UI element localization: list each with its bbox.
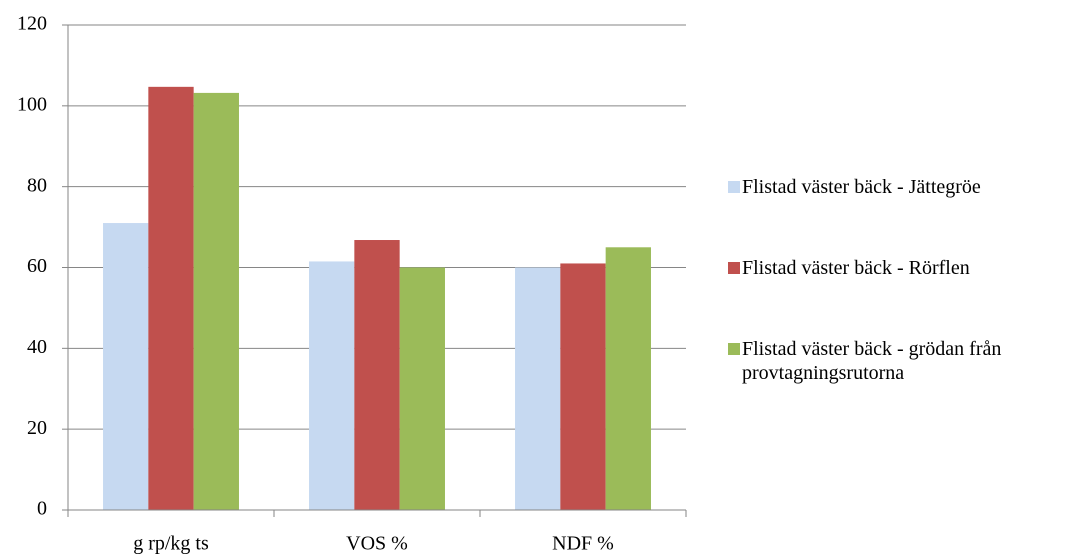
legend-swatch bbox=[728, 343, 740, 355]
legend-entry: Flistad väster bäck - Rörflen bbox=[728, 256, 1058, 280]
bar bbox=[193, 92, 239, 511]
legend-swatch bbox=[728, 181, 740, 193]
legend-swatch bbox=[728, 262, 740, 274]
legend-label: Flistad väster bäck - Rörflen bbox=[742, 257, 970, 279]
legend-entry: Flistad väster bäck - grödan från provta… bbox=[728, 337, 1058, 385]
y-tick-label: 60 bbox=[27, 255, 47, 277]
x-tick-label: NDF % bbox=[552, 533, 614, 555]
bar bbox=[399, 267, 445, 510]
bar bbox=[309, 261, 355, 510]
y-tick-label: 120 bbox=[17, 13, 47, 35]
bar bbox=[354, 240, 400, 510]
y-tick-label: 0 bbox=[37, 498, 47, 520]
y-tick-label: 80 bbox=[27, 174, 47, 196]
legend-label: Flistad väster bäck - grödan från provta… bbox=[742, 338, 1002, 384]
legend-entry: Flistad väster bäck - Jättegröe bbox=[728, 175, 1058, 199]
bar bbox=[605, 247, 651, 510]
x-tick-label: VOS % bbox=[346, 533, 408, 555]
legend-label: Flistad väster bäck - Jättegröe bbox=[742, 176, 981, 198]
y-tick-label: 40 bbox=[27, 336, 47, 358]
bar bbox=[515, 267, 561, 510]
y-tick-label: 100 bbox=[17, 93, 47, 115]
x-tick-label: g rp/kg ts bbox=[133, 533, 209, 555]
bar bbox=[103, 223, 149, 510]
bar bbox=[148, 86, 194, 511]
bar bbox=[560, 263, 606, 510]
y-tick-label: 20 bbox=[27, 417, 47, 439]
